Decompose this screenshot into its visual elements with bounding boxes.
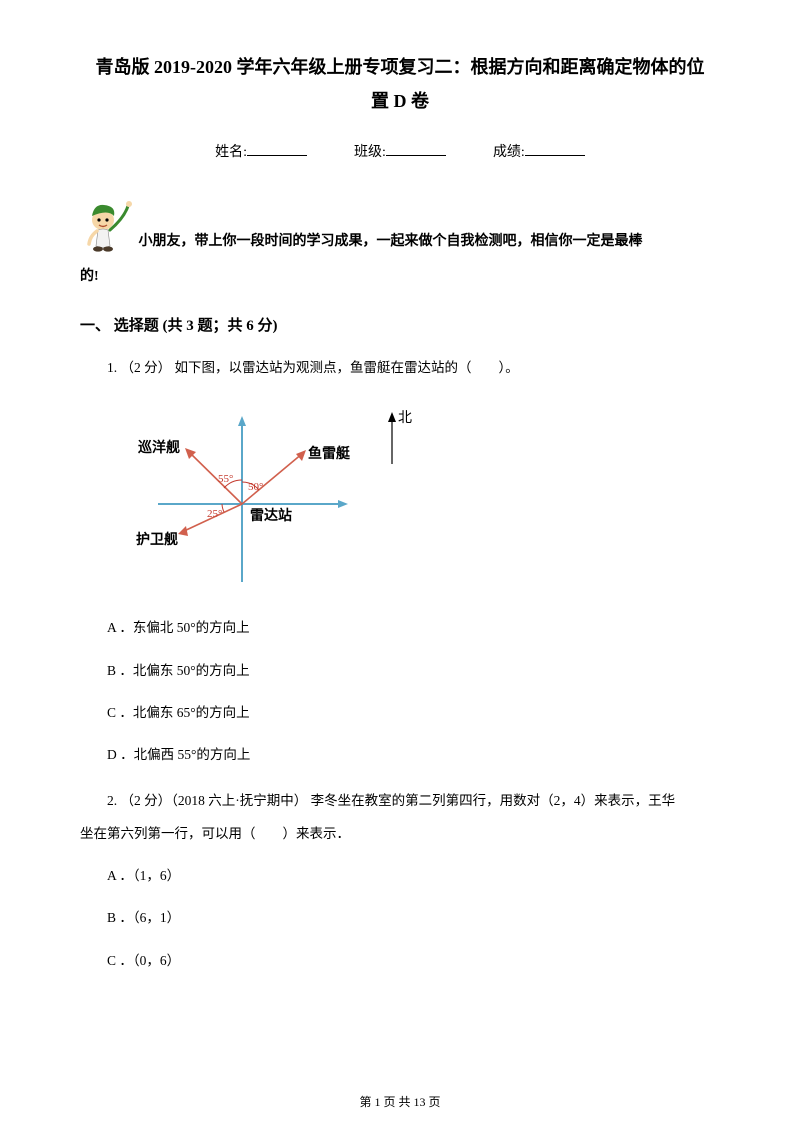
footer-total: 13 <box>414 1095 426 1109</box>
class-blank <box>386 141 446 156</box>
q1-stem: 1. （2 分） 如下图，以雷达站为观测点，鱼雷艇在雷达站的（ ）。 <box>80 356 720 380</box>
footer-mid: 页 共 <box>380 1095 413 1109</box>
class-label: 班级: <box>354 145 386 160</box>
q1-option-c: C ．北偏东 65°的方向上 <box>80 701 720 725</box>
angle-50: 50° <box>248 481 263 493</box>
q1-option-b: B ．北偏东 50°的方向上 <box>80 659 720 683</box>
q1-diagram: 北 55° 50° 25° <box>120 404 720 598</box>
label-escort: 护卫舰 <box>136 531 178 548</box>
name-label: 姓名: <box>215 145 247 160</box>
name-blank <box>247 141 307 156</box>
page-footer: 第 1 页 共 13 页 <box>0 1092 800 1114</box>
score-label: 成绩: <box>493 145 525 160</box>
form-line: 姓名: 班级: 成绩: <box>80 140 720 165</box>
label-cruiser: 巡洋舰 <box>138 439 180 456</box>
label-radar: 雷达站 <box>250 507 292 524</box>
score-blank <box>525 141 585 156</box>
section-1-title: 一、 选择题 (共 3 题；共 6 分) <box>80 313 720 340</box>
north-label: 北 <box>398 410 412 426</box>
doc-title-line2: 置 D 卷 <box>80 84 720 118</box>
q2-option-a: A ．（1，6） <box>80 864 720 888</box>
q2-stem-line1: 2. （2 分）（2018 六上·抚宁期中） 李冬坐在教室的第二列第四行，用数对… <box>80 789 720 813</box>
angle-25: 25° <box>207 508 222 520</box>
q2-stem-line2: 坐在第六列第一行，可以用（ ）来表示． <box>80 822 720 846</box>
q1-option-a: A ．东偏北 50°的方向上 <box>80 616 720 640</box>
footer-suffix: 页 <box>426 1095 441 1109</box>
footer-prefix: 第 <box>359 1095 374 1109</box>
q2-option-c: C ．（0，6） <box>80 949 720 973</box>
intro-block: 小朋友，带上你一段时间的学习成果，一起来做个自我检测吧，相信你一定是最棒 <box>80 194 720 254</box>
intro-text-line2: 的! <box>80 264 720 289</box>
label-torpedo: 鱼雷艇 <box>308 445 351 462</box>
doc-title-line1: 青岛版 2019-2020 学年六年级上册专项复习二：根据方向和距离确定物体的位 <box>80 50 720 84</box>
q1-option-d: D ．北偏西 55°的方向上 <box>80 743 720 767</box>
document-page: 青岛版 2019-2020 学年六年级上册专项复习二：根据方向和距离确定物体的位… <box>0 0 800 1132</box>
intro-text-line1: 小朋友，带上你一段时间的学习成果，一起来做个自我检测吧，相信你一定是最棒 <box>139 233 643 248</box>
mascot-icon <box>80 194 135 254</box>
q2-option-b: B ．（6，1） <box>80 906 720 930</box>
angle-55: 55° <box>218 473 233 485</box>
